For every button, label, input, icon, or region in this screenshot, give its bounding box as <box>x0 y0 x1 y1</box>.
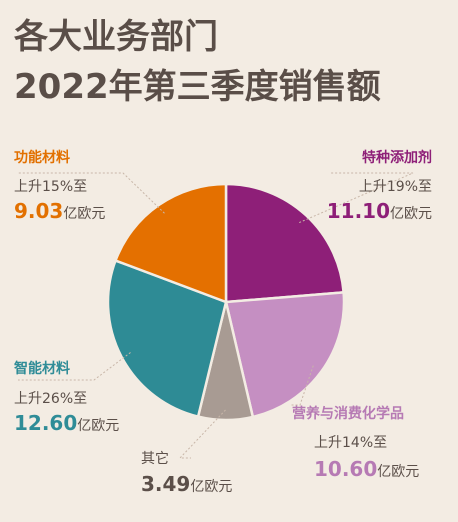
slice-label-change-1: 上升14%至 <box>314 435 387 451</box>
slice-value-3: 12.60 <box>14 411 77 435</box>
slice-value-4: 9.03 <box>14 199 63 223</box>
chart-title-line-1: 各大业务部门 <box>14 17 218 57</box>
slice-label-value-1: 10.60亿欧元 <box>314 457 419 481</box>
slice-label-change-4: 上升15%至 <box>14 179 87 195</box>
slice-label-value-0: 11.10亿欧元 <box>327 199 432 223</box>
leader-line-1 <box>291 365 314 406</box>
slice-label-change-3: 上升26%至 <box>14 391 87 407</box>
slice-value-1: 10.60 <box>314 457 377 481</box>
pie-slice-1 <box>224 291 346 419</box>
slice-unit-1: 亿欧元 <box>377 464 419 480</box>
slice-label-name-2: 其它 <box>141 450 169 467</box>
slice-label-value-3: 12.60亿欧元 <box>14 411 119 435</box>
slice-label-name-0: 特种添加剂 <box>362 149 432 166</box>
slice-label-name-4: 功能材料 <box>14 149 70 166</box>
slice-unit-2: 亿欧元 <box>190 479 232 495</box>
pie-slices <box>106 182 346 422</box>
leader-line-0 <box>299 172 414 224</box>
leader-line-4 <box>18 172 165 214</box>
chart-title-line-2: 2022年第三季度销售额 <box>14 67 381 107</box>
pie-slice-0 <box>224 182 345 304</box>
slice-unit-0: 亿欧元 <box>390 206 432 222</box>
slice-label-change-0: 上升19%至 <box>359 179 432 195</box>
slice-value-2: 3.49 <box>141 472 190 496</box>
leader-line-2 <box>178 409 226 459</box>
leader-line-3 <box>18 352 131 381</box>
slice-label-name-1: 营养与消费化学品 <box>292 405 404 422</box>
slice-unit-3: 亿欧元 <box>77 418 119 434</box>
pie-slice-3 <box>106 259 228 418</box>
slice-label-value-4: 9.03亿欧元 <box>14 199 105 223</box>
slice-unit-4: 亿欧元 <box>63 206 105 222</box>
pie-slice-4 <box>114 182 228 304</box>
leader-lines <box>18 172 414 459</box>
slice-label-value-2: 3.49亿欧元 <box>141 472 232 496</box>
slice-value-0: 11.10 <box>327 199 390 223</box>
slice-label-name-3: 智能材料 <box>13 360 70 377</box>
